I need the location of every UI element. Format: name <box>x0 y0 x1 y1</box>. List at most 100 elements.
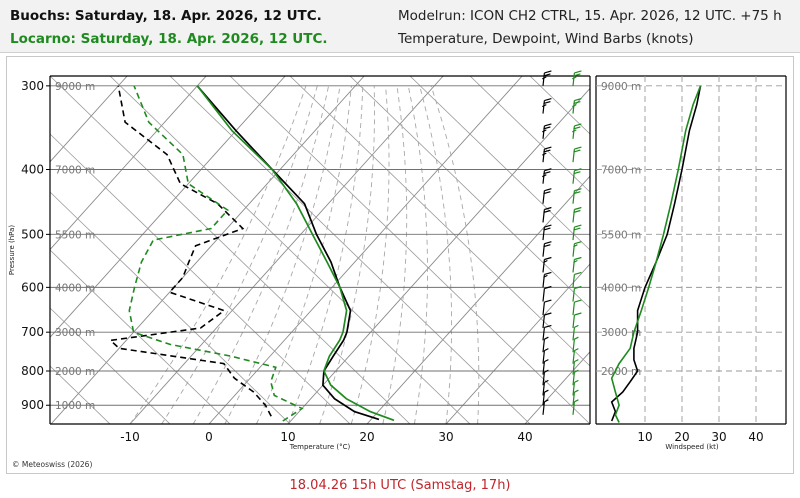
chart-header: Buochs: Saturday, 18. Apr. 2026, 12 UTC.… <box>0 0 800 53</box>
height-label: 2000 m <box>55 366 95 378</box>
locarno-wind-barb <box>572 98 582 114</box>
dry-adiabat-line <box>469 76 590 193</box>
buochs-wind-barb <box>542 299 552 316</box>
height-label: 1000 m <box>55 400 95 412</box>
windspeed-tick-label: 20 <box>674 430 689 444</box>
buochs-wind-barb <box>542 312 552 329</box>
locarno-wind-barb <box>572 299 582 316</box>
moist-adiabat-line <box>129 85 307 424</box>
buochs-wind-barb <box>542 188 552 204</box>
pressure-tick-label: 400 <box>21 162 44 176</box>
locarno-wind-barb <box>572 271 582 288</box>
locarno-wind-barb <box>572 369 579 386</box>
locarno-temperature-line <box>196 85 395 422</box>
moist-adiabat-line <box>224 85 341 424</box>
locarno-wind-barb <box>572 399 579 415</box>
isotherm-line <box>524 351 590 424</box>
pressure-axis-label: Pressure (hPa) <box>8 225 16 275</box>
buochs-wind-barb <box>542 399 549 415</box>
buochs-wind-barb <box>542 324 552 341</box>
moist-adiabat-line <box>382 85 408 424</box>
buochs-temperature-line <box>196 85 380 421</box>
temperature-tick-label: -10 <box>120 430 140 444</box>
windspeed-height-label: 5500 m <box>601 229 641 241</box>
buochs-wind-barb <box>542 271 552 288</box>
sounding-profiles <box>108 85 395 422</box>
isotherm-line <box>366 175 590 424</box>
windspeed-tick-label: 10 <box>637 430 652 444</box>
dry-adiabat-line <box>409 76 590 251</box>
pressure-tick-label: 300 <box>21 79 44 93</box>
windspeed-height-label: 3000 m <box>601 327 641 339</box>
temperature-tick-label: 0 <box>205 430 213 444</box>
dry-adiabat-line <box>50 133 351 424</box>
locarno-wind-barb <box>572 348 579 364</box>
buochs-wind-barb <box>542 146 552 163</box>
pressure-tick-label: 900 <box>21 398 44 412</box>
locarno-wind-barb <box>572 312 582 329</box>
station1-title: Buochs: Saturday, 18. Apr. 2026, 12 UTC. <box>10 8 322 24</box>
temperature-tick-label: 20 <box>359 430 374 444</box>
buochs-wind-barb <box>542 98 552 114</box>
buochs-wind-barb <box>542 336 549 353</box>
buochs-wind-barb <box>542 206 552 223</box>
locarno-wind-barb <box>572 168 582 184</box>
pressure-tick-label: 700 <box>21 325 44 339</box>
buochs-wind-barb <box>542 348 549 364</box>
height-label: 9000 m <box>55 81 95 93</box>
windspeed-tick-label: 30 <box>711 430 726 444</box>
skewt-grid <box>50 76 590 424</box>
buochs-wind-barb <box>542 241 552 257</box>
locarno-wind-barb <box>572 336 579 353</box>
copyright-label: © Meteoswiss (2026) <box>12 460 92 469</box>
moist-adiabat-line <box>319 85 375 424</box>
locarno-wind-barb <box>572 206 582 223</box>
locarno-wind-barb <box>572 285 582 302</box>
locarno-wind-barb <box>572 224 582 241</box>
dry-adiabat-line <box>50 249 231 424</box>
chart-frame <box>6 56 794 474</box>
modelrun-label: Modelrun: ICON CH2 CTRL, 15. Apr. 2026, … <box>398 8 782 24</box>
moist-adiabat-line <box>161 85 318 424</box>
windspeed-height-label: 2000 m <box>601 366 641 378</box>
windspeed-profiles <box>610 85 702 423</box>
buochs-wind-barb <box>542 168 552 184</box>
locarno-wind-barb <box>572 379 579 396</box>
height-label: 5500 m <box>55 229 95 241</box>
dry-adiabat-line <box>229 76 590 424</box>
windspeed-height-label: 4000 m <box>601 282 641 294</box>
valid-time-label: 18.04.26 15h UTC (Samstag, 17h) <box>289 478 511 493</box>
temperature-axis-label: Temperature (°C) <box>289 443 351 451</box>
locarno-wind-barb <box>572 70 582 86</box>
buochs-wind-barb <box>542 379 549 396</box>
isotherm-line <box>129 76 444 424</box>
isotherm-line <box>50 76 286 339</box>
pressure-tick-label: 600 <box>21 280 44 294</box>
buochs-dewpoint-line <box>108 85 272 417</box>
isotherm-line <box>287 87 590 424</box>
locarno-wind-barb <box>572 188 582 204</box>
isotherm-line <box>50 76 128 163</box>
temperature-tick-label: 30 <box>438 430 453 444</box>
dry-adiabat-line <box>529 76 590 135</box>
buochs-wind-barb <box>542 256 552 273</box>
buochs-wind-barb <box>542 359 549 375</box>
variables-label: Temperature, Dewpoint, Wind Barbs (knots… <box>398 31 694 47</box>
locarno-windspeed-line <box>610 85 702 423</box>
buochs-wind-barb <box>542 369 549 386</box>
locarno-wind-barb <box>572 256 582 273</box>
buochs-wind-barb <box>542 123 552 139</box>
buochs-wind-barb <box>542 389 549 406</box>
locarno-wind-barb <box>572 146 582 163</box>
height-label: 3000 m <box>55 327 95 339</box>
moist-adiabat-line <box>192 85 330 424</box>
locarno-wind-barb <box>572 359 579 375</box>
windspeed-tick-label: 40 <box>748 430 763 444</box>
locarno-dewpoint-line <box>128 85 304 422</box>
locarno-wind-barb <box>572 123 582 139</box>
windspeed-axis-label: Windspeed (kt) <box>665 443 718 451</box>
moist-adiabat-line <box>430 85 480 424</box>
isotherm-line <box>50 76 207 251</box>
dry-adiabat-line <box>109 76 471 424</box>
moist-adiabat-line <box>255 85 352 424</box>
